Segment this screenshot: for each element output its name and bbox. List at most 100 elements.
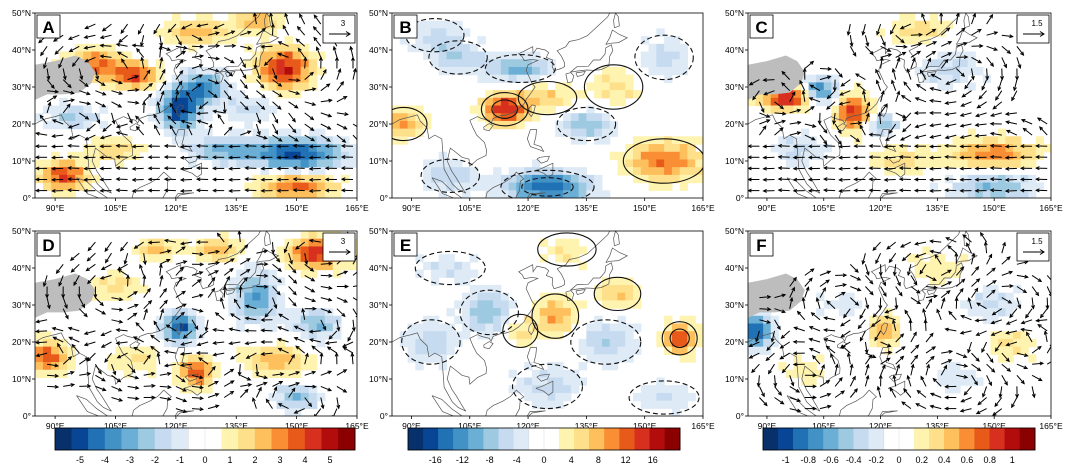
anomaly-cell [187,159,197,168]
anomaly-cell [43,346,52,355]
wind-vector-head [929,166,934,171]
anomaly-cell [531,74,541,83]
anomaly-cell [823,82,832,91]
wind-vector-head [295,382,301,386]
wind-vector-head [54,363,60,368]
wind-vector [272,134,282,142]
wind-vector [971,375,978,385]
anomaly-cell [601,136,611,145]
anomaly-cell [808,136,817,145]
wind-vector [1005,112,1017,115]
y-tick-label: 20°N [725,337,744,347]
wind-vector-head [133,346,138,351]
anomaly-cell [493,105,502,114]
wind-vector [47,363,58,367]
anomaly-cell [563,174,572,184]
anomaly-cell [516,90,525,99]
anomaly-cell [99,284,109,294]
wind-vector-head [277,347,283,352]
wind-vector [759,296,771,299]
anomaly-cell [586,82,595,91]
panel-C-map [748,13,1051,198]
wind-vector [320,308,332,313]
anomaly-cell [997,136,1007,145]
anomaly-cell [35,167,44,176]
wind-vector [272,286,281,295]
anomaly-cell [300,323,310,332]
wind-vector-head [291,118,296,123]
anomaly-cell [308,315,318,325]
wind-vector [320,262,332,265]
anomaly-cell [332,182,342,191]
wind-vector [864,102,870,114]
wind-vector-head [777,166,783,170]
wind-vector-head [826,95,831,100]
wind-vector-head [35,329,40,334]
wind-vector [79,90,90,95]
anomaly-cell [107,284,117,294]
wind-vector-head [66,103,71,108]
anomaly-cell [625,74,634,83]
wind-vector [254,13,257,25]
anomaly-cell [308,51,318,60]
wind-vector-head [900,94,906,99]
wind-vector-head [135,100,140,105]
anomaly-cell [204,20,213,30]
wind-vector [941,350,953,354]
anomaly-cell [252,269,261,278]
anomaly-cell [524,323,533,332]
anomaly-cell [539,59,549,68]
wind-vector-head [131,43,137,48]
anomaly-cell [846,90,855,99]
wind-vector-head [977,59,983,64]
wind-vector [62,103,71,114]
wind-vector [117,51,128,58]
anomaly-cell [982,182,992,191]
anomaly-cell [960,66,969,76]
wind-vector [986,289,996,298]
wind-vector [111,297,123,301]
anomaly-cell [292,66,302,76]
wind-vector-head [822,166,828,171]
wind-vector [116,43,128,47]
wind-vector [118,269,128,276]
wind-vector [111,364,116,375]
wind-vector [229,328,241,332]
anomaly-cell [944,66,954,76]
wind-vector-head [35,177,40,182]
wind-vector-head [274,119,279,124]
wind-vector-head [252,396,256,402]
anomaly-cell [212,74,221,83]
wind-vector [223,244,232,254]
wind-vector [915,252,927,258]
wind-vector [191,294,203,299]
wind-vector-head [1020,119,1026,123]
wind-vector [87,275,96,284]
anomaly-cell [617,292,626,301]
anomaly-cell [99,59,109,68]
y-tick-label: 30°N [12,300,31,310]
anomaly-cell [831,90,840,99]
anomaly-cell [438,190,448,198]
wind-vector-head [974,133,980,138]
anomaly-cell [500,90,510,99]
wind-vector-head [916,300,922,305]
anomaly-cell [891,331,901,340]
wind-vector [819,279,830,287]
wind-vector [116,156,128,158]
wind-vector [333,46,338,58]
anomaly-cell [975,308,984,317]
wind-vector [94,68,99,80]
wind-vector-head [142,260,147,266]
wind-vector [816,297,821,309]
anomaly-cell [252,346,261,355]
wind-vector-head [156,352,161,357]
anomaly-cell [430,331,440,340]
wind-vector-head [169,102,174,108]
wind-vector-head [899,355,905,360]
wind-vector [799,80,806,91]
wind-vector-head [67,36,73,40]
wind-vector [58,57,64,68]
island-coastline [613,231,620,247]
wind-vector-head [132,336,138,341]
